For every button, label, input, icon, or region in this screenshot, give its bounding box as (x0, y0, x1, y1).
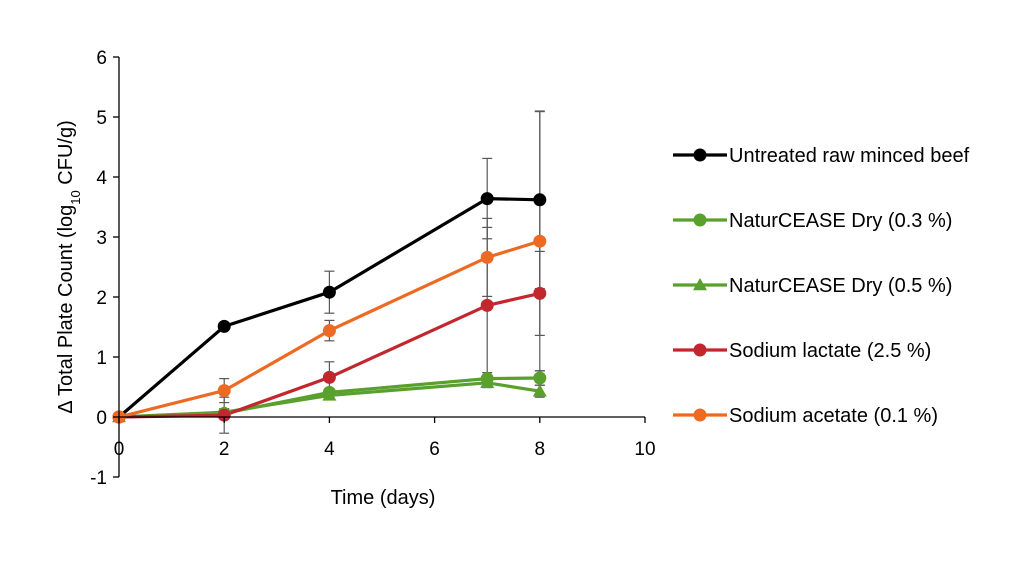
y-tick-label: 1 (96, 348, 107, 369)
y-axis-title: Δ Total Plate Count (log10 CFU/g) (55, 120, 83, 414)
legend: Untreated raw minced beef NaturCEASE Dry … (673, 145, 970, 427)
data-point (322, 324, 336, 338)
legend-item: NaturCEASE Dry (0.5 %) (673, 275, 952, 297)
data-point (533, 193, 547, 207)
data-point (533, 234, 547, 248)
legend-marker (693, 213, 707, 227)
legend-label: Sodium acetate (0.1 %) (729, 405, 938, 427)
data-point (480, 192, 494, 206)
legend-label: NaturCEASE Dry (0.3 %) (729, 210, 952, 232)
x-tick-label: 4 (324, 439, 335, 460)
data-point (322, 388, 337, 401)
series-markers (112, 192, 547, 424)
legend-marker (693, 148, 707, 162)
data-point (217, 319, 231, 333)
data-point (533, 371, 547, 385)
x-tick-label: 8 (535, 439, 546, 460)
y-tick-label: 6 (96, 48, 107, 69)
x-tick-label: 6 (429, 439, 440, 460)
legend-item: Sodium lactate (2.5 %) (673, 340, 931, 362)
data-point (480, 375, 495, 389)
legend-marker (693, 343, 707, 357)
x-axis-title: Time (days) (331, 487, 436, 509)
data-point (532, 384, 547, 397)
legend-label: Untreated raw minced beef (729, 145, 970, 167)
y-tick-label: 0 (96, 408, 107, 429)
legend-item: Untreated raw minced beef (673, 145, 970, 167)
data-point (533, 286, 547, 300)
y-tick-label: 5 (96, 108, 107, 129)
x-tick-label: 2 (219, 439, 230, 460)
x-tick-label: 10 (634, 439, 655, 460)
data-point (217, 384, 231, 398)
data-point (322, 285, 336, 299)
y-axis-title-suffix: CFU/g) (55, 120, 77, 190)
ticks: -1 0 1 2 3 4 5 6 0 2 4 6 8 10 (90, 48, 655, 489)
legend-label: NaturCEASE Dry (0.5 %) (729, 275, 952, 297)
legend-label: Sodium lactate (2.5 %) (729, 340, 931, 362)
y-tick-label: 2 (96, 288, 107, 309)
y-axis-title-subscript: 10 (68, 190, 83, 204)
axes (118, 57, 645, 477)
y-tick-label: -1 (90, 468, 107, 489)
x-tick-label: 0 (114, 439, 125, 460)
data-point (480, 250, 494, 264)
y-axis-title-prefix: Δ Total Plate Count (log (55, 205, 77, 414)
data-point (480, 298, 494, 312)
legend-marker (693, 408, 707, 422)
y-tick-label: 4 (96, 168, 107, 189)
legend-item: NaturCEASE Dry (0.3 %) (673, 210, 952, 232)
data-point (217, 408, 231, 422)
legend-item: Sodium acetate (0.1 %) (673, 405, 938, 427)
data-point (322, 370, 336, 384)
y-tick-label: 3 (96, 228, 107, 249)
legend-marker (693, 278, 707, 291)
